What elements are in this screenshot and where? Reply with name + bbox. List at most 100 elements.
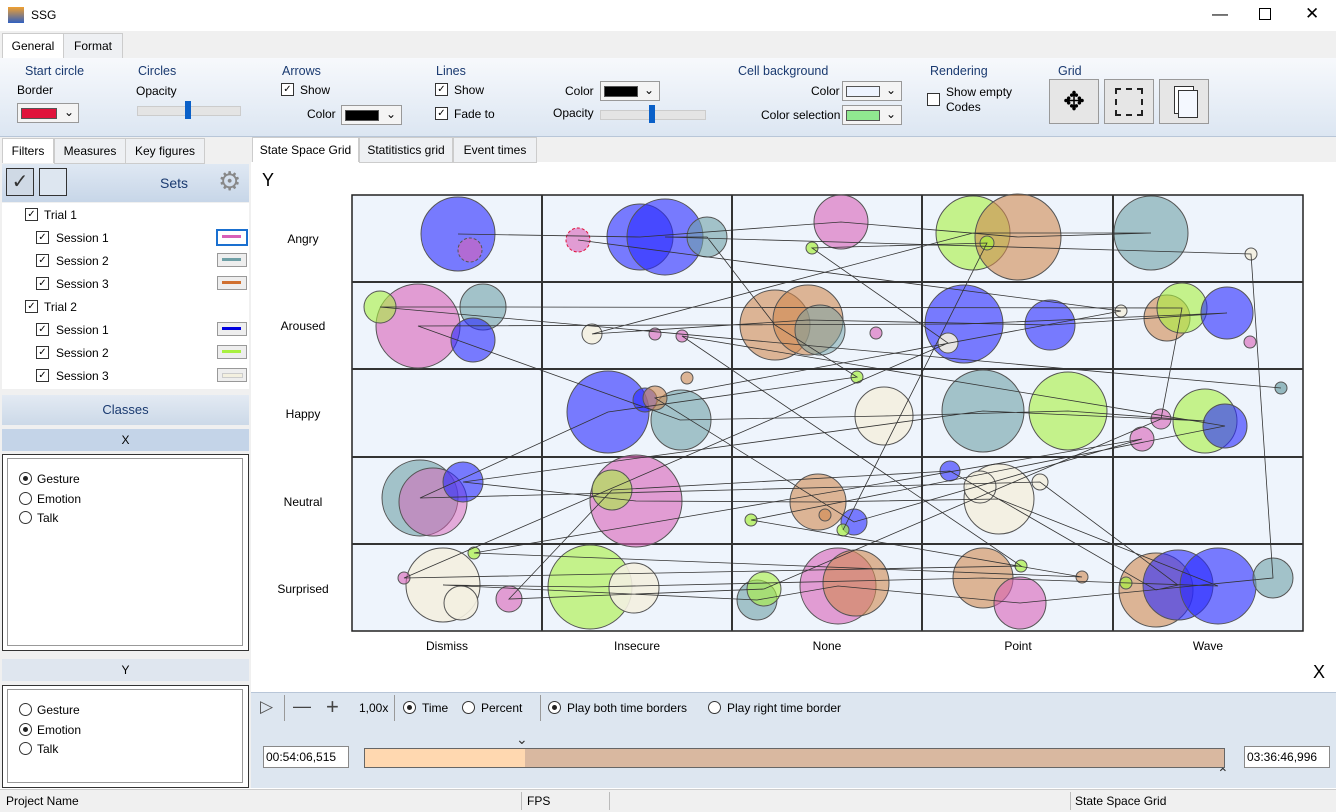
checkbox[interactable]: ✓	[36, 277, 49, 290]
group-title: Cell background	[738, 64, 829, 78]
ribbon-tab-bar: General Format	[0, 31, 1336, 59]
option-label[interactable]: Emotion	[37, 723, 82, 737]
color-swatch[interactable]	[217, 253, 247, 267]
radio[interactable]	[19, 472, 32, 485]
window-title: SSG	[31, 8, 57, 22]
y-axis-label: Y	[262, 170, 274, 190]
minimize-button[interactable]: —	[1212, 6, 1228, 23]
radio[interactable]	[19, 492, 32, 505]
tree-item[interactable]: Session 3	[56, 369, 109, 383]
radio[interactable]	[403, 701, 416, 714]
radio[interactable]	[19, 742, 32, 755]
color-swatch[interactable]	[217, 276, 247, 290]
label: Border	[17, 83, 54, 97]
border-color-dropdown[interactable]: ⌄	[17, 103, 79, 123]
uncheck-all-button[interactable]	[39, 168, 67, 196]
label: Color	[307, 107, 336, 121]
move-button[interactable]: ✥	[1049, 79, 1099, 124]
status-item: Project Name	[6, 794, 79, 808]
checkbox[interactable]: ✓	[36, 369, 49, 382]
opacity-slider[interactable]	[137, 101, 241, 119]
checkbox[interactable]: ✓	[36, 323, 49, 336]
column-label: Point	[1004, 639, 1032, 653]
tree-item[interactable]: Session 2	[56, 346, 109, 360]
checkbox[interactable]: ✓	[36, 254, 49, 267]
title-bar: SSG — ✕	[0, 0, 1336, 31]
radio[interactable]	[19, 703, 32, 716]
cell-color-dropdown[interactable]: ⌄	[842, 81, 902, 101]
label: Color selection	[761, 108, 841, 122]
copy-button[interactable]	[1159, 79, 1209, 124]
tree-item[interactable]: Trial 1	[44, 208, 77, 222]
close-button[interactable]: ✕	[1305, 4, 1320, 23]
main-tab[interactable]: State Space Grid	[252, 137, 359, 162]
selection-color-dropdown[interactable]: ⌄	[842, 105, 902, 125]
tree-item[interactable]: Session 1	[56, 323, 109, 337]
radio[interactable]	[19, 511, 32, 524]
radio[interactable]	[19, 723, 32, 736]
start-time-field[interactable]: 00:54:06,515	[263, 746, 349, 768]
option-label[interactable]: Play both time borders	[567, 701, 688, 715]
radio[interactable]	[548, 701, 561, 714]
zoom-out-button[interactable]: —	[293, 696, 311, 716]
arrow-color-dropdown[interactable]: ⌄	[341, 105, 402, 125]
option-label[interactable]: Percent	[481, 701, 523, 715]
column-label: None	[813, 639, 842, 653]
option-label[interactable]: Time	[422, 701, 449, 715]
select-button[interactable]	[1104, 79, 1154, 124]
ribbon: Start circle Border ⌄ Circles Opacity Ar…	[0, 58, 1336, 137]
tree-item[interactable]: Trial 2	[44, 300, 77, 314]
column-label: Wave	[1193, 639, 1224, 653]
panel-tab[interactable]: Key figures	[125, 138, 205, 164]
main-tab[interactable]: Event times	[453, 137, 537, 163]
y-options: Gesture Emotion Talk	[2, 685, 249, 788]
option-label[interactable]: Gesture	[37, 472, 80, 486]
timeline-selection	[365, 749, 525, 767]
right-time-border[interactable]: ⌃	[1217, 765, 1229, 781]
checkbox[interactable]: ✓	[36, 231, 49, 244]
line-color-dropdown[interactable]: ⌄	[600, 81, 660, 101]
option-label[interactable]: Talk	[37, 511, 59, 525]
end-time-field[interactable]: 03:36:46,996	[1244, 746, 1330, 768]
tree-item[interactable]: Session 3	[56, 277, 109, 291]
option-label[interactable]: Talk	[37, 742, 59, 756]
radio[interactable]	[462, 701, 475, 714]
tree-item[interactable]: Session 2	[56, 254, 109, 268]
label: Opacity	[136, 84, 177, 98]
state-space-grid: Y X Angry Aroused Happy Neutral Surprise…	[262, 170, 1325, 682]
zoom-in-button[interactable]: +	[326, 694, 339, 719]
color-swatch[interactable]	[216, 229, 248, 246]
checkbox[interactable]: ✓	[36, 346, 49, 359]
x-axis-label: X	[1313, 662, 1325, 682]
checkbox[interactable]: ✓	[435, 83, 448, 96]
option-label[interactable]: Play right time border	[727, 701, 842, 715]
maximize-button[interactable]	[1259, 8, 1271, 20]
checkbox[interactable]	[927, 93, 940, 106]
timeline-bar	[364, 748, 1225, 768]
checkbox[interactable]: ✓	[25, 300, 38, 313]
ribbon-tab[interactable]: General	[2, 33, 64, 58]
checkbox[interactable]: ✓	[281, 83, 294, 96]
check-all-button[interactable]: ✓	[6, 168, 34, 196]
panel-tab[interactable]: Measures	[54, 138, 126, 164]
option-label[interactable]: Emotion	[37, 492, 82, 506]
panel-tab[interactable]: Filters	[2, 138, 54, 163]
main-tab[interactable]: Statitistics grid	[359, 137, 453, 163]
color-swatch[interactable]	[217, 345, 247, 359]
color-swatch[interactable]	[217, 368, 247, 382]
radio[interactable]	[708, 701, 721, 714]
color-swatch[interactable]	[217, 322, 247, 336]
trajectory-lines	[379, 221, 1282, 604]
ribbon-tab[interactable]: Format	[63, 33, 123, 59]
settings-button[interactable]: ⚙	[218, 166, 242, 196]
tree-item[interactable]: Session 1	[56, 231, 109, 245]
group-title: Grid	[1058, 64, 1082, 78]
option-label[interactable]: Gesture	[37, 703, 80, 717]
play-button[interactable]: ▷	[260, 697, 274, 716]
checkbox[interactable]: ✓	[25, 208, 38, 221]
left-time-border[interactable]: ⌄	[516, 731, 528, 747]
label: Show	[300, 83, 331, 97]
line-opacity-slider[interactable]	[600, 105, 706, 123]
checkbox[interactable]: ✓	[435, 107, 448, 120]
